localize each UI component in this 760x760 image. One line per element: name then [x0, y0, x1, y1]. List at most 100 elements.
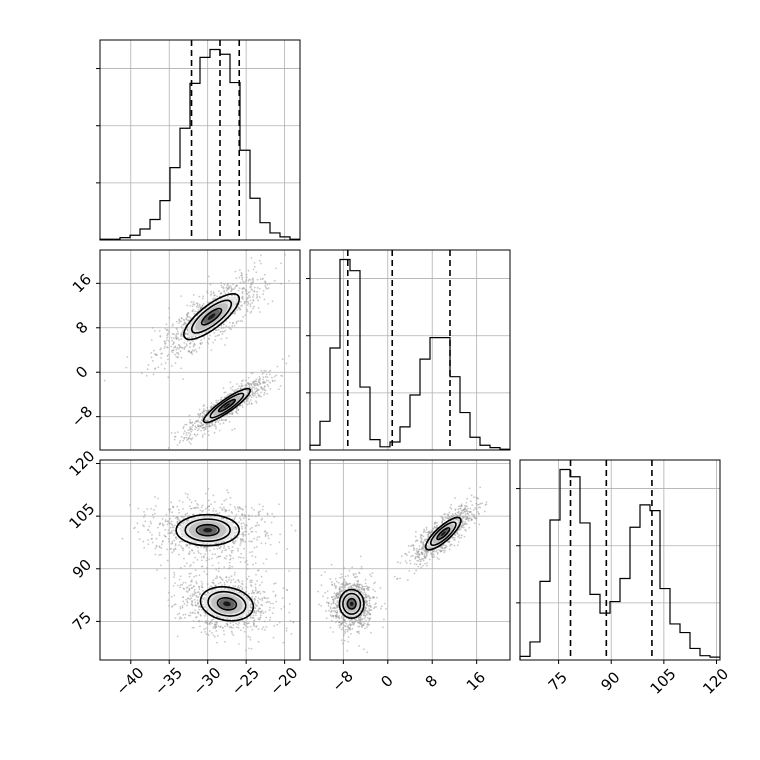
scatter-point	[319, 629, 321, 631]
scatter-point	[187, 602, 189, 604]
scatter-point	[252, 308, 254, 310]
scatter-point	[197, 603, 199, 605]
scatter-point	[177, 585, 179, 587]
scatter-point	[191, 587, 193, 589]
scatter-point	[249, 528, 251, 530]
scatter-point	[424, 563, 426, 565]
scatter-point	[152, 514, 154, 516]
scatter-point	[218, 583, 220, 585]
scatter-point	[210, 349, 212, 351]
scatter-point	[278, 388, 280, 390]
scatter-point	[256, 525, 258, 527]
scatter-point	[231, 429, 233, 431]
scatter-point	[182, 600, 184, 602]
scatter-point	[236, 309, 238, 311]
scatter-point	[186, 439, 188, 441]
scatter-point	[438, 558, 440, 560]
scatter-point	[279, 533, 281, 535]
scatter-point	[168, 330, 170, 332]
scatter-point	[429, 532, 431, 534]
scatter-point	[265, 597, 267, 599]
scatter-point	[189, 426, 191, 428]
scatter-point	[220, 577, 222, 579]
scatter-point	[399, 578, 401, 580]
scatter-point	[250, 305, 252, 307]
scatter-point	[195, 507, 197, 509]
scatter-point	[367, 617, 369, 619]
scatter-point	[250, 617, 252, 619]
scatter-point	[471, 513, 473, 515]
scatter-point	[250, 626, 252, 628]
scatter-point	[157, 498, 159, 500]
scatter-point	[415, 570, 417, 572]
scatter-point	[259, 394, 261, 396]
scatter-point	[198, 609, 200, 611]
scatter-point	[242, 514, 244, 516]
scatter-point	[419, 553, 421, 555]
scatter-point	[224, 625, 226, 627]
scatter-point	[244, 531, 246, 533]
scatter-point	[335, 578, 337, 580]
scatter-point	[280, 608, 282, 610]
scatter-point	[193, 514, 195, 516]
scatter-point	[188, 432, 190, 434]
scatter-point	[243, 282, 245, 284]
scatter-point	[269, 607, 271, 609]
scatter-point	[228, 285, 230, 287]
scatter-point	[207, 557, 209, 559]
scatter-point	[348, 636, 350, 638]
scatter-point	[218, 512, 220, 514]
scatter-point	[176, 538, 178, 540]
scatter-point	[249, 384, 251, 386]
scatter-point	[198, 586, 200, 588]
scatter-point	[188, 350, 190, 352]
scatter-point	[473, 515, 475, 517]
scatter-point	[461, 534, 463, 536]
scatter-point	[246, 279, 248, 281]
scatter-point	[171, 532, 173, 534]
scatter-point	[407, 579, 409, 581]
scatter-point	[177, 444, 179, 446]
scatter-point	[380, 608, 382, 610]
scatter-point	[182, 508, 184, 510]
scatter-point	[196, 559, 198, 561]
scatter-point	[187, 494, 189, 496]
scatter-point	[186, 432, 188, 434]
scatter-point	[268, 537, 270, 539]
scatter-point	[239, 269, 241, 271]
scatter-point	[186, 314, 188, 316]
scatter-point	[473, 496, 475, 498]
scatter-point	[255, 574, 257, 576]
scatter-point	[215, 630, 217, 632]
scatter-point	[232, 283, 234, 285]
scatter-point	[256, 522, 258, 524]
scatter-point	[270, 544, 272, 546]
scatter-point	[259, 598, 261, 600]
scatter-point	[254, 392, 256, 394]
scatter-point	[270, 603, 272, 605]
scatter-point	[129, 504, 131, 506]
scatter-point	[207, 342, 209, 344]
scatter-point	[274, 595, 276, 597]
scatter-point	[224, 584, 226, 586]
scatter-point	[368, 620, 370, 622]
scatter-point	[463, 525, 465, 527]
scatter-point	[250, 604, 252, 606]
scatter-point	[164, 529, 166, 531]
scatter-point	[449, 549, 451, 551]
scatter-point	[261, 582, 263, 584]
scatter-point	[466, 517, 468, 519]
scatter-point	[271, 513, 273, 515]
scatter-point	[421, 539, 423, 541]
scatter-point	[241, 277, 243, 279]
scatter-point	[280, 283, 282, 285]
scatter-point	[228, 579, 230, 581]
scatter-point	[436, 525, 438, 527]
scatter-point	[176, 337, 178, 339]
scatter-point	[178, 554, 180, 556]
scatter-point	[445, 547, 447, 549]
scatter-point	[286, 630, 288, 632]
scatter-point	[255, 271, 257, 273]
scatter-point	[263, 626, 265, 628]
scatter-point	[260, 255, 262, 257]
